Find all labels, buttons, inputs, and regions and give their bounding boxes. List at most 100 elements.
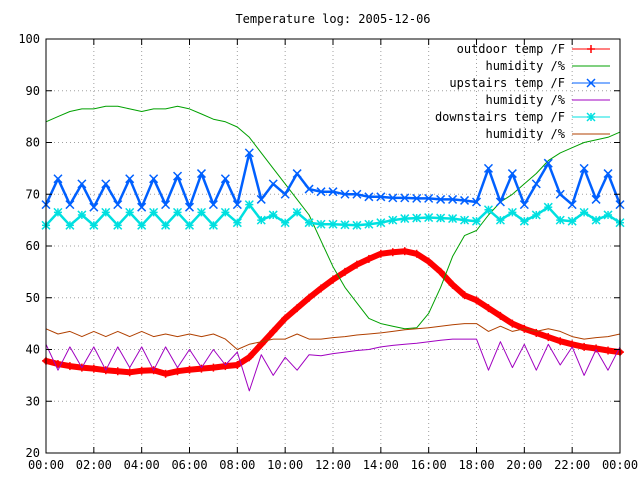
data-point <box>412 213 422 223</box>
legend-entry: downstairs temp /F <box>435 110 610 124</box>
data-point <box>113 367 122 376</box>
data-point <box>579 163 589 173</box>
data-point <box>400 214 410 224</box>
data-point <box>208 220 218 230</box>
y-tick-label: 20 <box>26 446 40 460</box>
data-point <box>424 193 434 203</box>
data-point <box>460 195 470 205</box>
data-point <box>555 215 565 225</box>
data-point <box>137 202 147 212</box>
data-point <box>328 219 338 229</box>
x-tick-label: 06:00 <box>171 458 207 472</box>
data-point <box>173 207 183 217</box>
data-point <box>340 189 350 199</box>
data-point <box>208 200 218 210</box>
data-point <box>352 220 362 230</box>
data-point <box>591 215 601 225</box>
data-point <box>412 249 421 258</box>
series-line <box>45 105 621 330</box>
data-point <box>233 361 242 370</box>
data-point <box>436 267 445 276</box>
data-point <box>483 205 493 215</box>
data-point <box>113 220 123 230</box>
data-point <box>340 267 349 276</box>
x-tick-label: 00:00 <box>28 458 64 472</box>
data-point <box>483 163 493 173</box>
legend-entry: upstairs temp /F <box>449 76 610 90</box>
data-point <box>161 369 170 378</box>
y-tick-label: 80 <box>26 136 40 150</box>
data-point <box>317 284 326 293</box>
data-point <box>220 207 230 217</box>
data-point <box>352 189 362 199</box>
y-tick-label: 70 <box>26 187 40 201</box>
data-point <box>232 218 242 228</box>
x-tick-label: 16:00 <box>411 458 447 472</box>
x-tick-label: 04:00 <box>124 458 160 472</box>
data-point <box>316 187 326 197</box>
data-point <box>436 194 446 204</box>
data-point <box>245 353 254 362</box>
x-tick-label: 10:00 <box>267 458 303 472</box>
data-point <box>388 193 398 203</box>
data-point <box>232 200 242 210</box>
data-point <box>579 207 589 217</box>
data-point <box>244 148 254 158</box>
data-point <box>65 362 74 371</box>
data-point <box>364 219 374 229</box>
data-point <box>125 207 135 217</box>
data-point <box>89 364 98 373</box>
data-point <box>53 174 63 184</box>
grid <box>46 39 620 453</box>
data-point <box>256 194 266 204</box>
data-point <box>436 213 446 223</box>
y-tick-label: 100 <box>18 32 40 46</box>
data-point <box>543 158 553 168</box>
data-point <box>376 218 386 228</box>
data-point <box>196 169 206 179</box>
data-point <box>448 280 457 289</box>
data-point <box>328 187 338 197</box>
y-tick-label: 60 <box>26 239 40 253</box>
data-point <box>197 364 206 373</box>
legend-label: humidity /% <box>486 93 566 107</box>
data-point <box>388 215 398 225</box>
x-tick-label: 22:00 <box>554 458 590 472</box>
x-tick-label: 08:00 <box>219 458 255 472</box>
legend: outdoor temp /F humidity /% upstairs temp … <box>435 42 610 141</box>
data-point <box>77 179 87 189</box>
data-point <box>352 260 361 269</box>
data-point <box>340 220 350 230</box>
axis-ticks: 20 30 40 50 60 70 80 90 100 00:00 02:00 04:00 06:00 0… <box>18 32 638 472</box>
data-point <box>543 202 553 212</box>
data-point <box>125 368 134 377</box>
data-point <box>256 215 266 225</box>
series-layer <box>41 105 625 392</box>
data-point <box>292 169 302 179</box>
data-point <box>460 291 469 300</box>
data-point <box>496 311 505 320</box>
legend-marker <box>586 78 596 88</box>
data-point <box>400 247 409 256</box>
data-point <box>448 214 458 224</box>
data-point <box>376 192 386 202</box>
data-point <box>293 304 302 313</box>
data-point <box>364 192 374 202</box>
legend-entry: outdoor temp /F <box>457 42 610 56</box>
data-point <box>304 218 314 228</box>
data-point <box>161 220 171 230</box>
legend-label: downstairs temp /F <box>435 110 565 124</box>
y-tick-label: 30 <box>26 394 40 408</box>
data-point <box>471 197 482 207</box>
data-point <box>329 275 337 284</box>
y-tick-label: 50 <box>26 291 40 305</box>
x-tick-label: 20:00 <box>506 458 542 472</box>
legend-marker <box>586 112 596 122</box>
data-point <box>567 216 577 226</box>
data-point <box>77 210 87 220</box>
legend-entry: humidity /% <box>486 59 610 73</box>
y-tick-label: 90 <box>26 84 40 98</box>
data-point <box>173 367 182 376</box>
series-line <box>45 323 621 350</box>
